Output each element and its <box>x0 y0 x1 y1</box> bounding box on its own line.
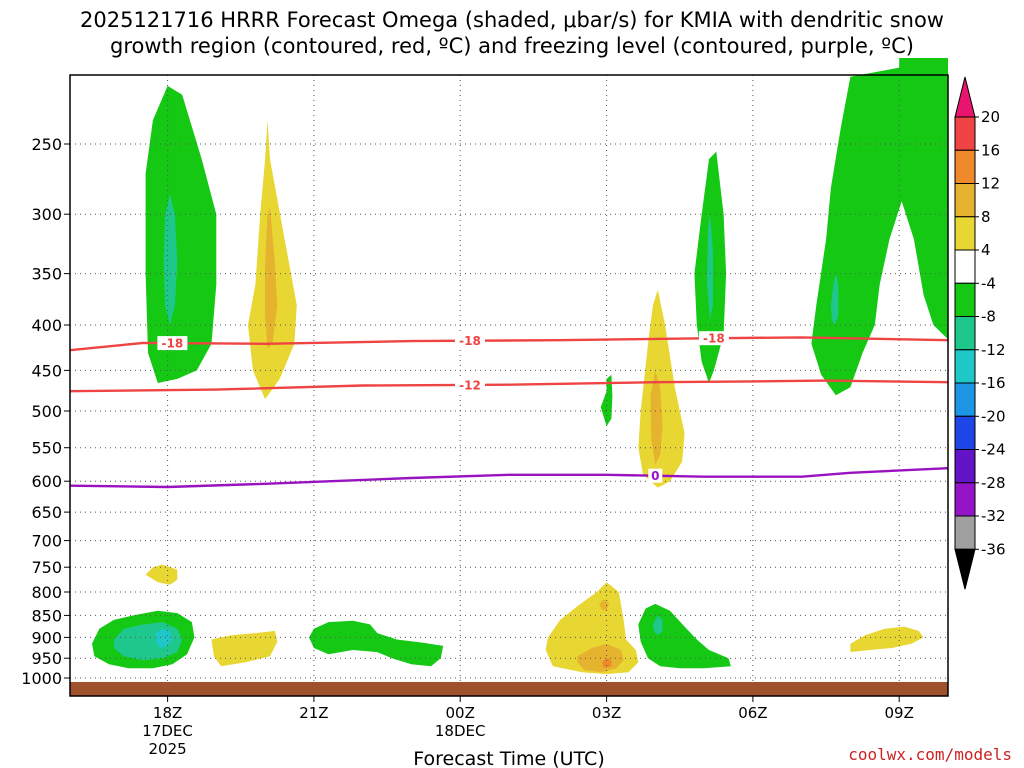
y-tick-label: 750 <box>31 558 62 577</box>
colorbar-label: -36 <box>981 540 1006 558</box>
plot-frame <box>69 74 949 697</box>
y-tick-label: 900 <box>31 628 62 647</box>
colorbar-label: -32 <box>981 507 1006 525</box>
colorbar-label: -16 <box>981 374 1006 392</box>
contour-label-background <box>455 377 485 392</box>
y-tick-label: 800 <box>31 583 62 602</box>
colorbar-label: -28 <box>981 474 1006 492</box>
omega-shaded-region <box>601 658 612 669</box>
x-axis-label: Forecast Time (UTC) <box>413 748 604 768</box>
omega-shaded-region <box>811 58 948 396</box>
colorbar-label: -20 <box>981 407 1006 425</box>
contour-line <box>69 467 949 489</box>
omega-shaded-region <box>599 599 609 611</box>
colorbar-label: 8 <box>981 208 991 226</box>
omega-shaded-region <box>163 194 178 325</box>
x-tick-label: 06Z <box>738 704 767 722</box>
contour-label: 0 <box>651 469 659 483</box>
x-tick-label: 03Z <box>592 704 621 722</box>
colorbar-bin <box>954 116 976 151</box>
colorbar-bin <box>954 548 976 590</box>
colorbar-label: -8 <box>981 308 996 326</box>
site-credit: coolwx.com/models <box>848 745 1012 764</box>
colorbar-bin <box>954 282 976 318</box>
colorbar-bin <box>954 415 976 451</box>
colorbar-bin <box>954 482 976 517</box>
y-tick-label: 350 <box>31 265 62 284</box>
y-tick-label: 650 <box>31 503 62 522</box>
colorbar-label: 12 <box>981 175 1000 193</box>
contour-label: -18 <box>459 334 481 348</box>
colorbar-bin <box>954 316 976 351</box>
colorbar-bin <box>954 382 976 417</box>
colorbar-bin <box>954 349 976 384</box>
x-tick-label: 18Z <box>153 704 182 722</box>
omega-shaded-region <box>650 370 663 465</box>
omega-shaded-region <box>309 620 444 667</box>
y-tick-label: 600 <box>31 472 62 491</box>
colorbar-bin <box>954 76 976 118</box>
colorbar-bin <box>954 449 976 484</box>
x-tick-label: 00Z <box>446 704 475 722</box>
x-tick-year-label: 2025 <box>149 740 187 758</box>
x-tick-date-label: 17DEC <box>142 722 193 740</box>
colorbar-bin <box>954 216 976 251</box>
colorbar-bin <box>954 515 976 550</box>
omega-shaded-region <box>155 628 173 648</box>
contour-label: -18 <box>162 337 184 351</box>
x-tick-date-label: 18DEC <box>435 722 486 740</box>
omega-shaded-region <box>265 207 278 349</box>
omega-shading-layer <box>92 58 948 675</box>
omega-shaded-region <box>850 626 924 653</box>
colorbar-label: 16 <box>981 141 1000 159</box>
y-tick-label: 1000 <box>21 669 62 688</box>
x-tick-label: 09Z <box>885 704 914 722</box>
y-tick-label: 250 <box>31 135 62 154</box>
contour-label-background <box>455 333 485 348</box>
omega-shaded-region <box>145 85 217 384</box>
y-tick-label: 500 <box>31 402 62 421</box>
omega-shaded-region <box>830 273 839 325</box>
contour-label-background <box>648 468 663 483</box>
y-tick-label: 850 <box>31 606 62 625</box>
y-tick-label: 400 <box>31 316 62 335</box>
colorbar-label: -4 <box>981 274 996 292</box>
contour-label: -12 <box>459 378 481 392</box>
contour-line <box>69 379 949 393</box>
colorbar-label: -24 <box>981 441 1006 459</box>
y-axis-ticks: 250 300 350 400 450 500 550 600 650 700 750 800 850 9… <box>21 135 70 688</box>
y-tick-label: 950 <box>31 649 62 668</box>
contour-label: -18 <box>703 332 725 346</box>
y-tick-label: 550 <box>31 439 62 458</box>
colorbar-bin <box>954 249 976 284</box>
colorbar-label: 20 <box>981 108 1000 126</box>
terrain-ground-strip <box>70 682 948 696</box>
omega-shaded-region <box>652 615 663 636</box>
chart-title-line-2: growth region (contoured, red, ºC) and f… <box>110 34 914 58</box>
chart-title-line-1: 2025121716 HRRR Forecast Omega (shaded, … <box>80 8 944 32</box>
temperature-contours: -18 -18 -18 -12 0 <box>69 331 949 489</box>
x-tick-label: 21Z <box>299 704 328 722</box>
colorbar-bin <box>954 149 976 185</box>
colorbar-bin <box>954 183 976 218</box>
colorbar: 20 16 12 8 4 -4 -8 -12 -16 -20 -24 -28 -32 -36 <box>954 76 1006 590</box>
colorbar-label: 4 <box>981 241 991 259</box>
contour-label-background <box>698 331 729 346</box>
omega-shaded-region <box>211 630 278 667</box>
contour-label-background <box>157 336 188 351</box>
y-tick-label: 300 <box>31 205 62 224</box>
omega-shaded-region <box>707 214 713 321</box>
omega-shaded-region <box>145 564 178 585</box>
y-tick-label: 450 <box>31 361 62 380</box>
colorbar-label: -12 <box>981 341 1006 359</box>
y-tick-label: 700 <box>31 532 62 551</box>
